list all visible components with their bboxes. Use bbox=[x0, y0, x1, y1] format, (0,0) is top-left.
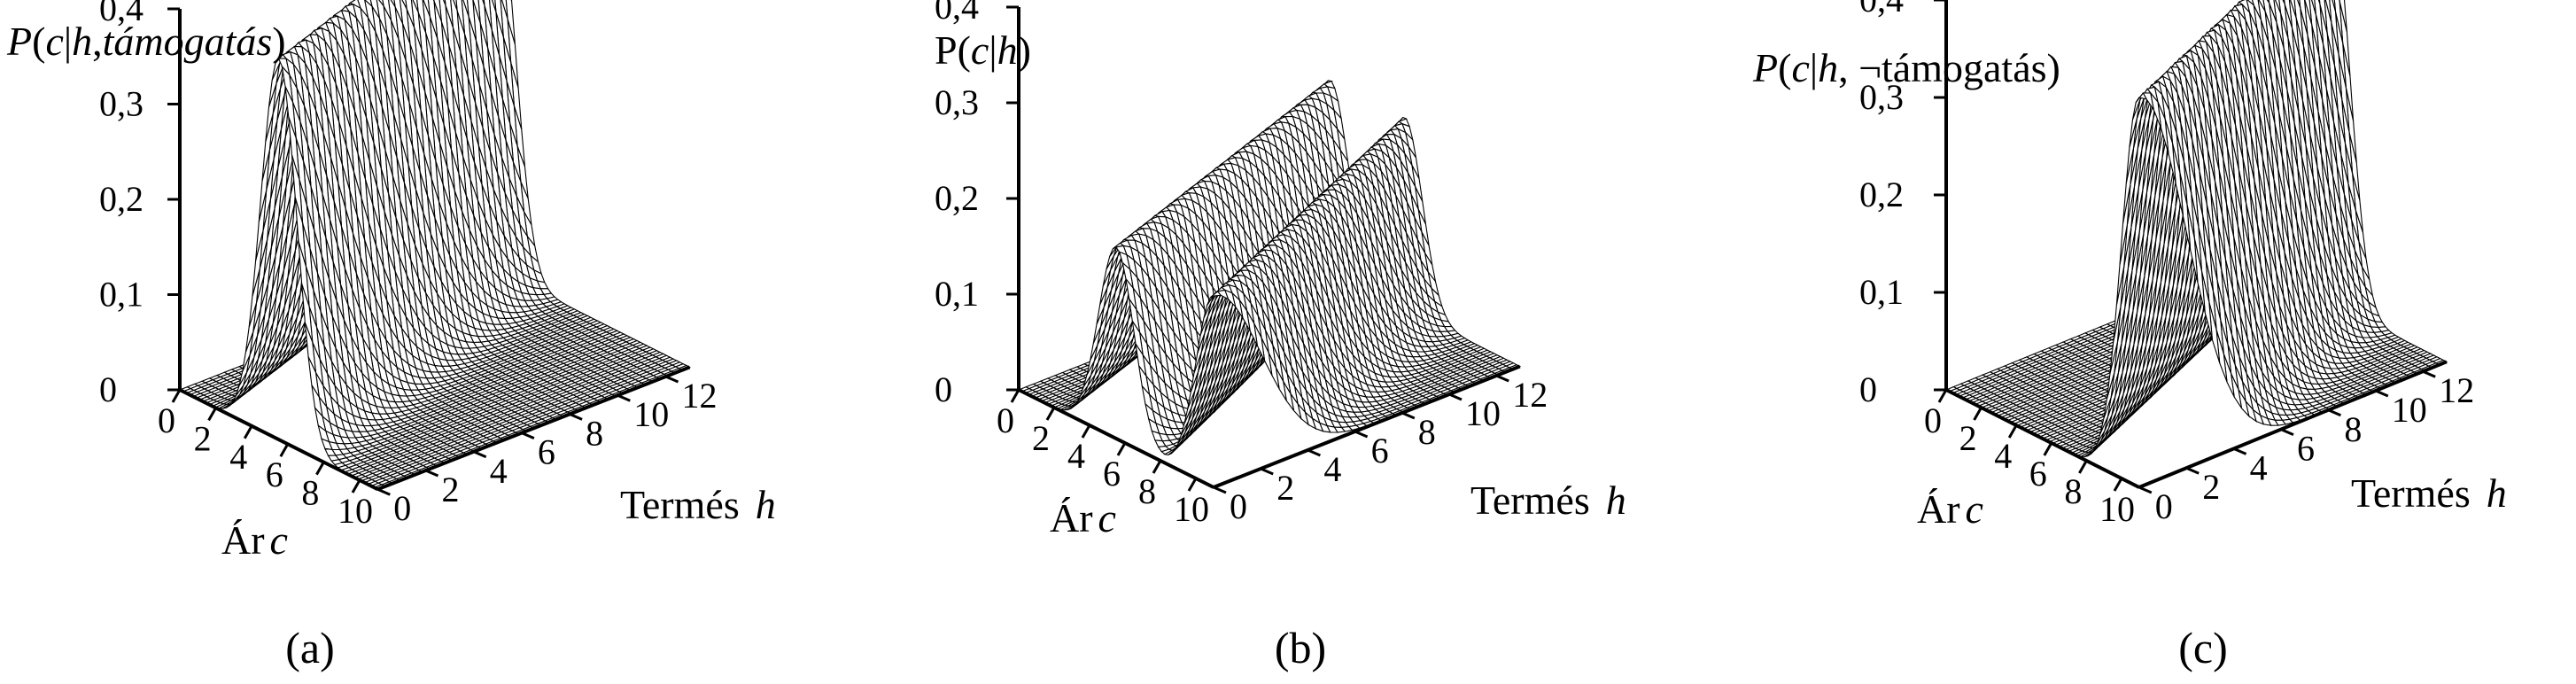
c-tick-mark bbox=[171, 389, 182, 403]
y-label-var: h bbox=[756, 482, 776, 527]
z-tick-label: 0 bbox=[99, 369, 117, 409]
h-tick-label: 6 bbox=[538, 432, 555, 472]
axes-a: 00,10,20,30,40 2 4 6 8 10 0 2 4 6 8 10 12 bbox=[99, 0, 718, 531]
h-tick-label: 10 bbox=[633, 394, 669, 434]
h-tick-mark bbox=[473, 450, 487, 459]
z-tick-label: 0,3 bbox=[99, 84, 144, 124]
z-tick-label: 0,2 bbox=[99, 179, 144, 219]
c-tick-label: 6 bbox=[266, 455, 283, 494]
c-tick-label: 8 bbox=[301, 473, 319, 513]
h-tick-label: 8 bbox=[586, 413, 603, 453]
c-tick-mark bbox=[315, 461, 325, 476]
c-tick-label: 10 bbox=[338, 491, 373, 531]
chart-panel-b: 0 0,1 0,2 0,3 0,4 0 2 4 6 8 10 0 2 4 6 8 10 12 P(c|h) Ár c… bbox=[833, 0, 1691, 684]
h-tick-mark bbox=[424, 469, 439, 478]
c-tick-mark bbox=[279, 443, 290, 457]
surface-plot-b: 00,10,20,30,40 2 4 6 8 10 0 2 4 6 8 10 12 P(c|h) Ár c… bbox=[935, 0, 1626, 672]
chart-title-a: P(c|h,támogatás) bbox=[6, 19, 286, 64]
panel-caption-a: (a) bbox=[285, 623, 335, 672]
x-label-word: Ár bbox=[221, 517, 265, 563]
x-axis-label-a: Ár c bbox=[221, 517, 288, 563]
c-tick-label: 0 bbox=[158, 400, 175, 440]
chart-panel-a: 0 0,1 0,2 0,3 0,4 0 2 4 6 8 10 0 2 4 6 8 10 12 P(c|h,támo… bbox=[0, 0, 858, 684]
x-label-var: c bbox=[270, 517, 288, 563]
h-tick-label: 2 bbox=[442, 470, 460, 509]
title-var-c: c bbox=[45, 19, 63, 64]
title-prefix: P bbox=[6, 19, 32, 64]
y-axis-label-a: Termés h bbox=[620, 482, 776, 527]
h-tick-label: 12 bbox=[682, 376, 718, 416]
z-tick-label: 0,1 bbox=[99, 275, 144, 315]
title-close: ) bbox=[272, 19, 285, 64]
title-var-h: h bbox=[72, 19, 92, 64]
c-tick-mark bbox=[351, 479, 361, 494]
surface-plot-a: 00,10,20,30,40 2 4 6 8 10 0 2 4 6 8 10 12 P(c|h,támo… bbox=[6, 0, 776, 672]
h-tick-mark bbox=[664, 375, 679, 384]
title-bar: | bbox=[64, 19, 72, 64]
h-axis-line bbox=[376, 365, 691, 492]
z-tick-label: 0,4 bbox=[99, 0, 144, 28]
h-tick-mark bbox=[617, 393, 631, 402]
y-label-word: Termés bbox=[620, 482, 740, 527]
h-tick-mark bbox=[569, 413, 583, 421]
c-axis-line bbox=[179, 388, 379, 491]
c-tick-label: 4 bbox=[229, 437, 247, 477]
c-tick-mark bbox=[243, 425, 253, 439]
c-tick-mark bbox=[207, 407, 217, 422]
h-tick-mark bbox=[521, 431, 535, 439]
h-tick-mark bbox=[376, 487, 391, 496]
h-tick-label: 0 bbox=[393, 488, 411, 528]
title-open: ( bbox=[32, 19, 45, 64]
title-sep: , bbox=[92, 19, 103, 64]
surface-mesh-b bbox=[1017, 80, 1522, 455]
title-cond: támogatás bbox=[103, 19, 273, 64]
surface-mesh-a bbox=[178, 0, 691, 490]
h-tick-label: 4 bbox=[490, 451, 508, 491]
c-tick-label: 2 bbox=[194, 418, 212, 458]
